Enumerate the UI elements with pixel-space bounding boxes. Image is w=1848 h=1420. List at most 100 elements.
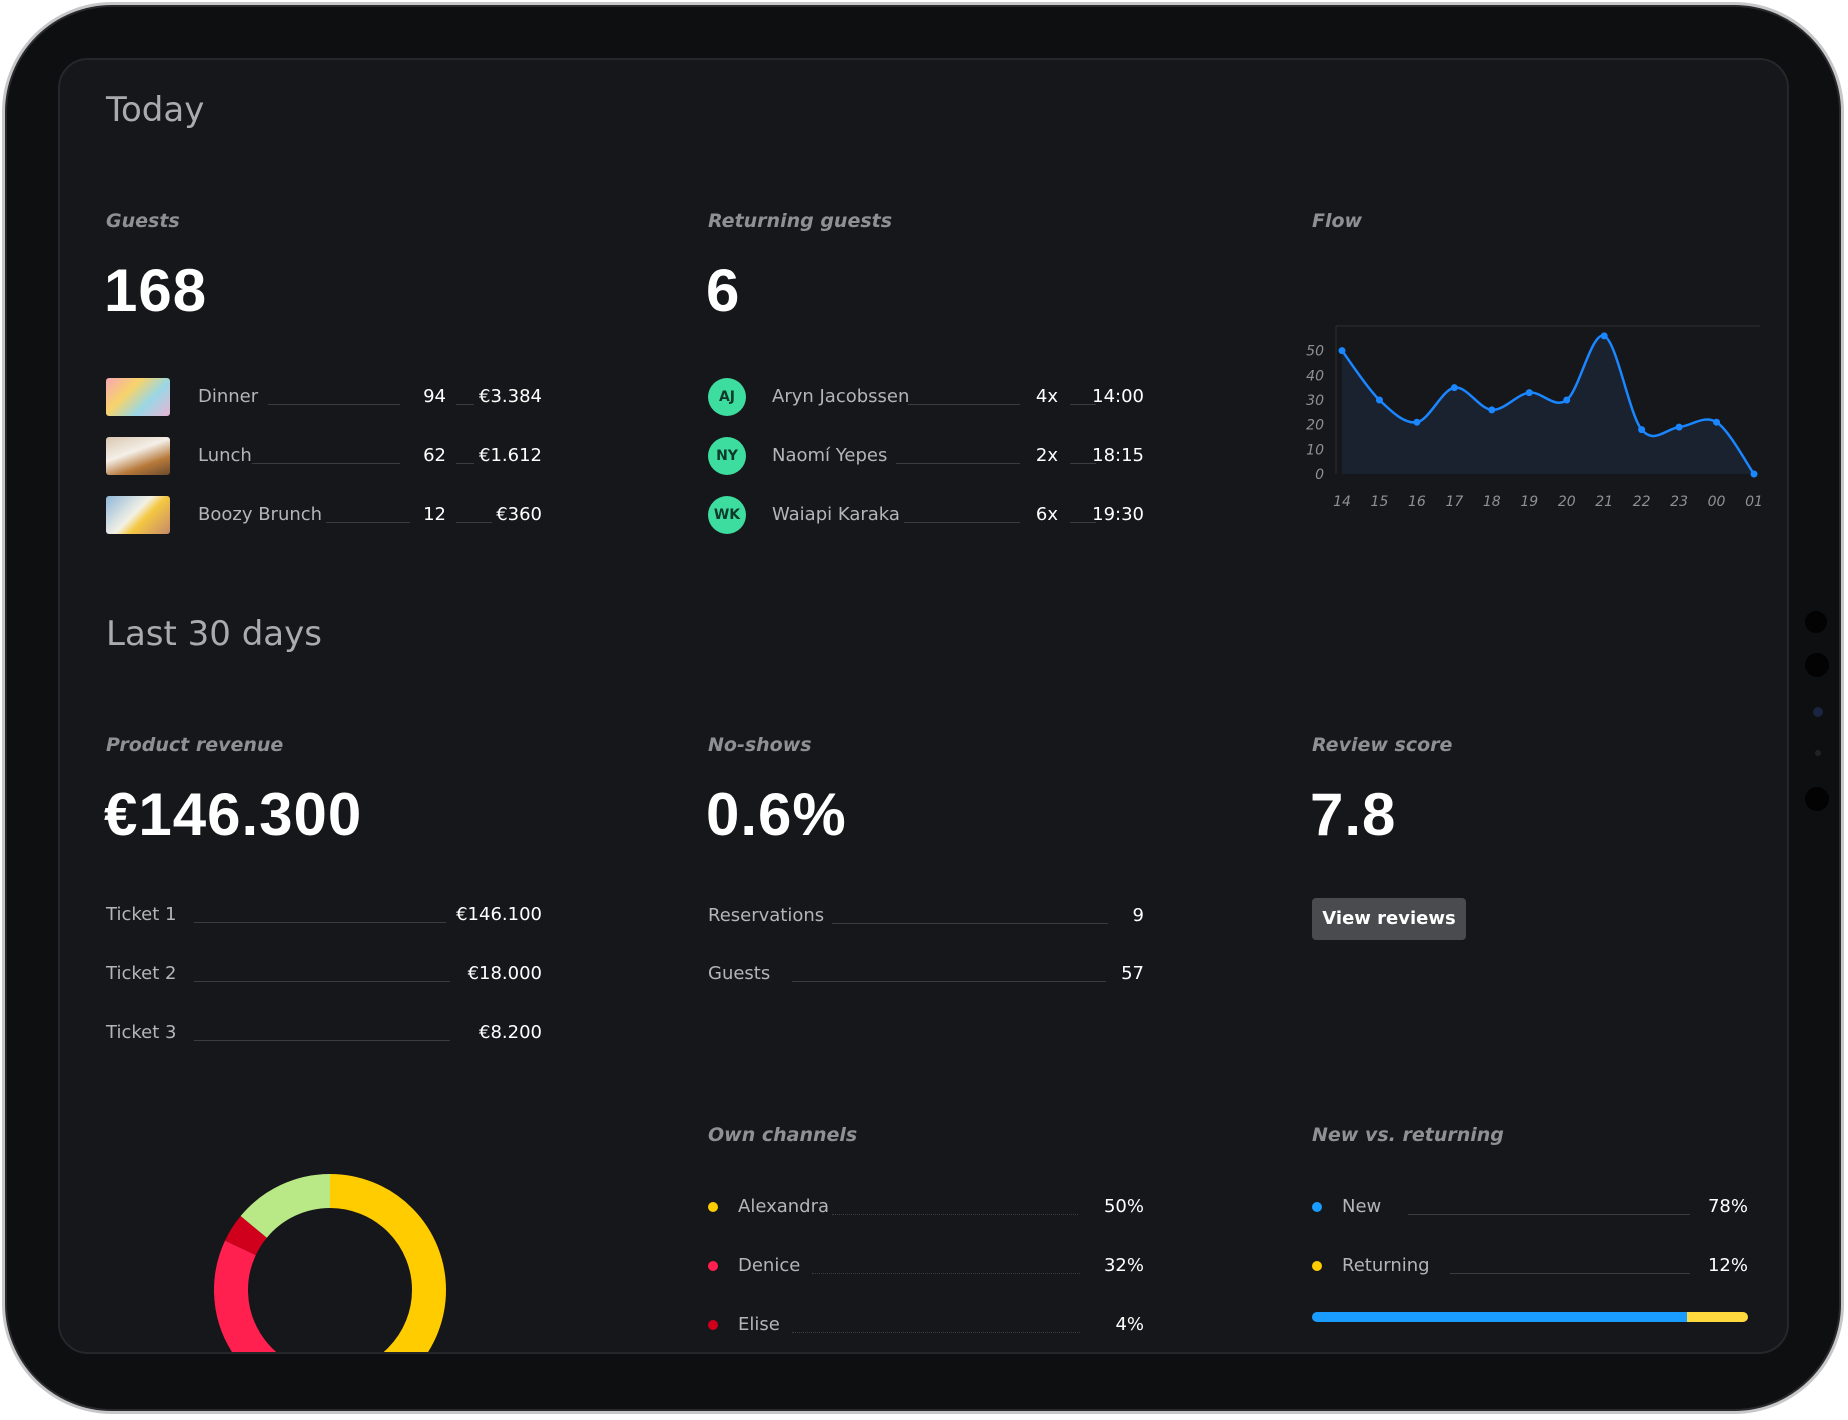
flow-chart: 50 40 30 20 10 0 14 15 16 17 18 19 20 21 22 23 00 01 [1306, 325, 1763, 510]
x-tick-label: 21 [1595, 494, 1613, 510]
list-item: Ticket 1 €146.100 [106, 896, 542, 936]
row-name: Boozy Brunch [198, 504, 323, 525]
flow-point [1750, 470, 1758, 478]
dashboard-screen: Today Guests 168 Dinner 94 €3.384 Lunch … [58, 58, 1789, 1354]
guests-label: Guests [106, 210, 180, 232]
row-pct: 32% [1103, 1255, 1144, 1276]
brunch-thumbnail [106, 496, 170, 534]
row-leader [1450, 1273, 1690, 1274]
row-name: Alexandra [738, 1196, 830, 1217]
row-name: Waiapi Karaka [772, 504, 900, 525]
row-name: Denice [738, 1255, 801, 1276]
row-name: Dinner [198, 386, 259, 407]
row-name: Reservations [708, 905, 825, 926]
list-item: New 78% [1312, 1188, 1748, 1228]
list-item: Reservations 9 [708, 897, 1144, 937]
row-leader [812, 1273, 1080, 1274]
channel-color-dot [708, 1261, 718, 1271]
row-amount: €146.100 [456, 904, 542, 925]
donut-segment-alexandra [329, 1174, 446, 1352]
x-tick-label: 16 [1408, 494, 1426, 510]
flow-point [1413, 418, 1421, 426]
guests-count: 168 [104, 257, 208, 324]
x-tick-label: 14 [1333, 494, 1351, 510]
list-item: Guests 57 [708, 955, 1144, 995]
row-amount: 9 [1132, 905, 1144, 926]
y-tick-label: 40 [1306, 368, 1324, 384]
row-name: New [1342, 1196, 1382, 1217]
product-revenue-label: Product revenue [106, 734, 284, 756]
flow-point [1563, 396, 1571, 404]
row-name: Ticket 2 [106, 963, 177, 984]
view-reviews-button[interactable]: View reviews [1312, 898, 1466, 940]
review-score-label: Review score [1312, 734, 1453, 756]
flow-point [1713, 418, 1721, 426]
list-item[interactable]: NY Naomí Yepes 2x 18:15 [708, 437, 1144, 477]
donut-segment-elise [225, 1216, 268, 1256]
y-tick-label: 50 [1306, 344, 1324, 360]
row-amount: €3.384 [479, 386, 542, 407]
new-vs-returning-bar [1312, 1312, 1748, 1322]
row-name: Ticket 1 [106, 904, 177, 925]
returning-color-dot [1312, 1261, 1322, 1271]
row-leader [832, 923, 1108, 924]
row-leader [792, 1332, 1080, 1333]
row-visits: 4x [1035, 386, 1058, 407]
channel-color-dot [708, 1320, 718, 1330]
avatar: WK [708, 496, 746, 534]
flow-point [1638, 426, 1646, 434]
list-item[interactable]: AJ Aryn Jacobssen 4x 14:00 [708, 378, 1144, 418]
side-sensor [1805, 611, 1827, 633]
flow-point [1675, 423, 1683, 431]
row-amount: 57 [1121, 963, 1144, 984]
row-leader [896, 463, 1020, 464]
flow-point [1338, 347, 1346, 355]
row-leader [792, 981, 1106, 982]
review-score-value: 7.8 [1310, 781, 1397, 848]
row-leader [194, 922, 446, 923]
avatar: AJ [708, 378, 746, 416]
list-item[interactable]: WK Waiapi Karaka 6x 19:30 [708, 496, 1144, 536]
row-count: 94 [423, 386, 446, 407]
donut-segment-other [240, 1174, 331, 1239]
row-leader [1408, 1214, 1690, 1215]
returning-guests-count: 6 [706, 257, 741, 324]
row-time: 19:30 [1092, 504, 1144, 525]
y-tick-label: 20 [1306, 418, 1324, 434]
list-item: Ticket 2 €18.000 [106, 955, 542, 995]
row-name: Returning [1342, 1255, 1430, 1276]
section-title-today: Today [106, 90, 205, 130]
returning-guests-label: Returning guests [708, 210, 893, 232]
x-tick-label: 15 [1371, 494, 1389, 510]
row-count: 62 [423, 445, 446, 466]
dinner-thumbnail [106, 378, 170, 416]
row-name: Ticket 3 [106, 1022, 177, 1043]
y-tick-label: 30 [1306, 393, 1324, 409]
donut-segment-denice [214, 1240, 277, 1352]
row-name: Elise [738, 1314, 780, 1335]
row-leader [1070, 463, 1096, 464]
row-pct: 78% [1707, 1196, 1748, 1217]
list-item: Dinner 94 €3.384 [106, 378, 542, 418]
own-channels-label: Own channels [708, 1124, 858, 1146]
row-leader [194, 981, 450, 982]
row-count: 12 [423, 504, 446, 525]
row-leader [456, 404, 474, 405]
x-tick-label: 22 [1633, 494, 1651, 510]
side-sensor [1815, 750, 1821, 756]
new-vs-returning-label: New vs. returning [1312, 1124, 1504, 1146]
y-tick-label: 10 [1306, 442, 1324, 458]
list-item: Boozy Brunch 12 €360 [106, 496, 542, 536]
bar-segment-new [1312, 1312, 1687, 1322]
row-amount: €360 [496, 504, 542, 525]
x-tick-label: 20 [1558, 494, 1576, 510]
flow-point [1600, 332, 1608, 340]
flow-label: Flow [1312, 210, 1363, 232]
row-name: Guests [708, 963, 771, 984]
list-item: Lunch 62 €1.612 [106, 437, 542, 477]
list-item: Denice 32% [708, 1247, 1144, 1287]
new-color-dot [1312, 1202, 1322, 1212]
row-visits: 2x [1035, 445, 1058, 466]
row-leader [908, 404, 1020, 405]
row-leader [1070, 522, 1096, 523]
